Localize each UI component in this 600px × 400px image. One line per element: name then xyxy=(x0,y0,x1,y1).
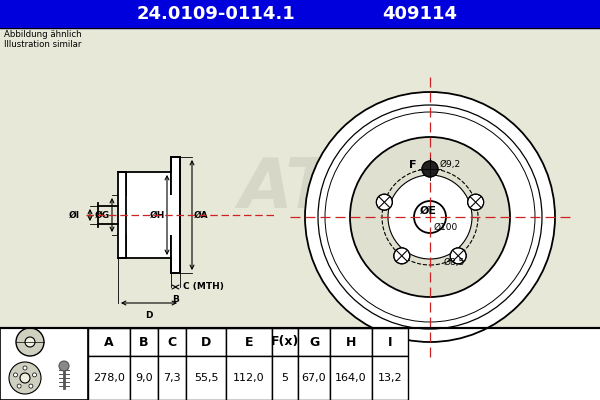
Circle shape xyxy=(17,384,21,388)
Bar xyxy=(0,28,600,328)
Bar xyxy=(126,235,171,258)
Bar xyxy=(372,356,408,400)
Circle shape xyxy=(20,373,30,383)
Bar xyxy=(298,356,330,400)
Bar xyxy=(130,328,158,356)
Text: 112,0: 112,0 xyxy=(233,373,265,383)
Bar xyxy=(298,328,330,356)
Text: 409114: 409114 xyxy=(383,5,458,23)
Circle shape xyxy=(422,161,438,177)
Bar xyxy=(0,328,88,400)
Bar xyxy=(124,195,179,235)
Bar xyxy=(171,157,180,273)
Text: 13,2: 13,2 xyxy=(377,373,403,383)
Circle shape xyxy=(32,373,37,377)
Circle shape xyxy=(376,194,392,210)
Circle shape xyxy=(394,248,410,264)
Text: ØE: ØE xyxy=(419,206,437,216)
Text: 278,0: 278,0 xyxy=(93,373,125,383)
Text: 55,5: 55,5 xyxy=(194,373,218,383)
Bar xyxy=(330,356,372,400)
Text: Abbildung ähnlich: Abbildung ähnlich xyxy=(4,30,82,39)
Bar xyxy=(272,356,298,400)
Circle shape xyxy=(422,161,438,177)
Text: ØA: ØA xyxy=(194,210,209,220)
Bar xyxy=(126,172,171,258)
Text: A: A xyxy=(104,336,114,348)
Text: ATE: ATE xyxy=(239,154,381,222)
Bar xyxy=(126,172,171,195)
Circle shape xyxy=(350,137,510,297)
Text: Illustration similar: Illustration similar xyxy=(4,40,82,49)
Circle shape xyxy=(25,337,35,347)
Bar xyxy=(158,356,186,400)
Text: E: E xyxy=(245,336,253,348)
Text: 24.0109-0114.1: 24.0109-0114.1 xyxy=(137,5,295,23)
Circle shape xyxy=(305,92,555,342)
Circle shape xyxy=(414,201,446,233)
Circle shape xyxy=(9,362,41,394)
Text: 164,0: 164,0 xyxy=(335,373,367,383)
Bar xyxy=(226,356,272,400)
Text: 7,3: 7,3 xyxy=(163,373,181,383)
Circle shape xyxy=(325,112,535,322)
Bar xyxy=(186,356,226,400)
Circle shape xyxy=(467,194,484,210)
Text: 5: 5 xyxy=(281,373,289,383)
Circle shape xyxy=(318,105,542,329)
Circle shape xyxy=(23,366,27,370)
Bar xyxy=(372,328,408,356)
Text: Ø100: Ø100 xyxy=(434,222,458,232)
Bar xyxy=(186,328,226,356)
Text: C: C xyxy=(167,336,176,348)
Bar xyxy=(226,328,272,356)
Text: B: B xyxy=(139,336,149,348)
Bar xyxy=(158,328,186,356)
Bar xyxy=(88,356,130,400)
Bar xyxy=(88,328,130,356)
Bar xyxy=(0,328,600,400)
Text: ØG: ØG xyxy=(95,210,110,220)
Circle shape xyxy=(16,328,44,356)
Bar xyxy=(0,0,600,28)
Text: B: B xyxy=(172,295,179,304)
Text: G: G xyxy=(309,336,319,348)
Text: D: D xyxy=(145,311,153,320)
Circle shape xyxy=(29,384,33,388)
Bar xyxy=(171,157,180,273)
Circle shape xyxy=(13,373,17,377)
Bar xyxy=(118,172,126,206)
Text: ØH: ØH xyxy=(149,210,165,220)
Circle shape xyxy=(450,248,466,264)
Text: 67,0: 67,0 xyxy=(302,373,326,383)
Text: C (MTH): C (MTH) xyxy=(183,282,224,292)
Text: D: D xyxy=(201,336,211,348)
Text: ØI: ØI xyxy=(69,210,80,220)
Bar xyxy=(118,172,126,258)
Circle shape xyxy=(59,361,69,371)
Text: 9,0: 9,0 xyxy=(135,373,153,383)
Text: I: I xyxy=(388,336,392,348)
Text: F: F xyxy=(409,160,416,170)
Bar xyxy=(118,172,126,258)
Text: H: H xyxy=(346,336,356,348)
Text: F(x): F(x) xyxy=(271,336,299,348)
Text: Ø9,2: Ø9,2 xyxy=(440,160,461,170)
Text: Ø8,5: Ø8,5 xyxy=(444,258,465,266)
Bar xyxy=(130,356,158,400)
Bar xyxy=(330,328,372,356)
Circle shape xyxy=(388,175,472,259)
Bar xyxy=(272,328,298,356)
Bar xyxy=(118,224,126,258)
